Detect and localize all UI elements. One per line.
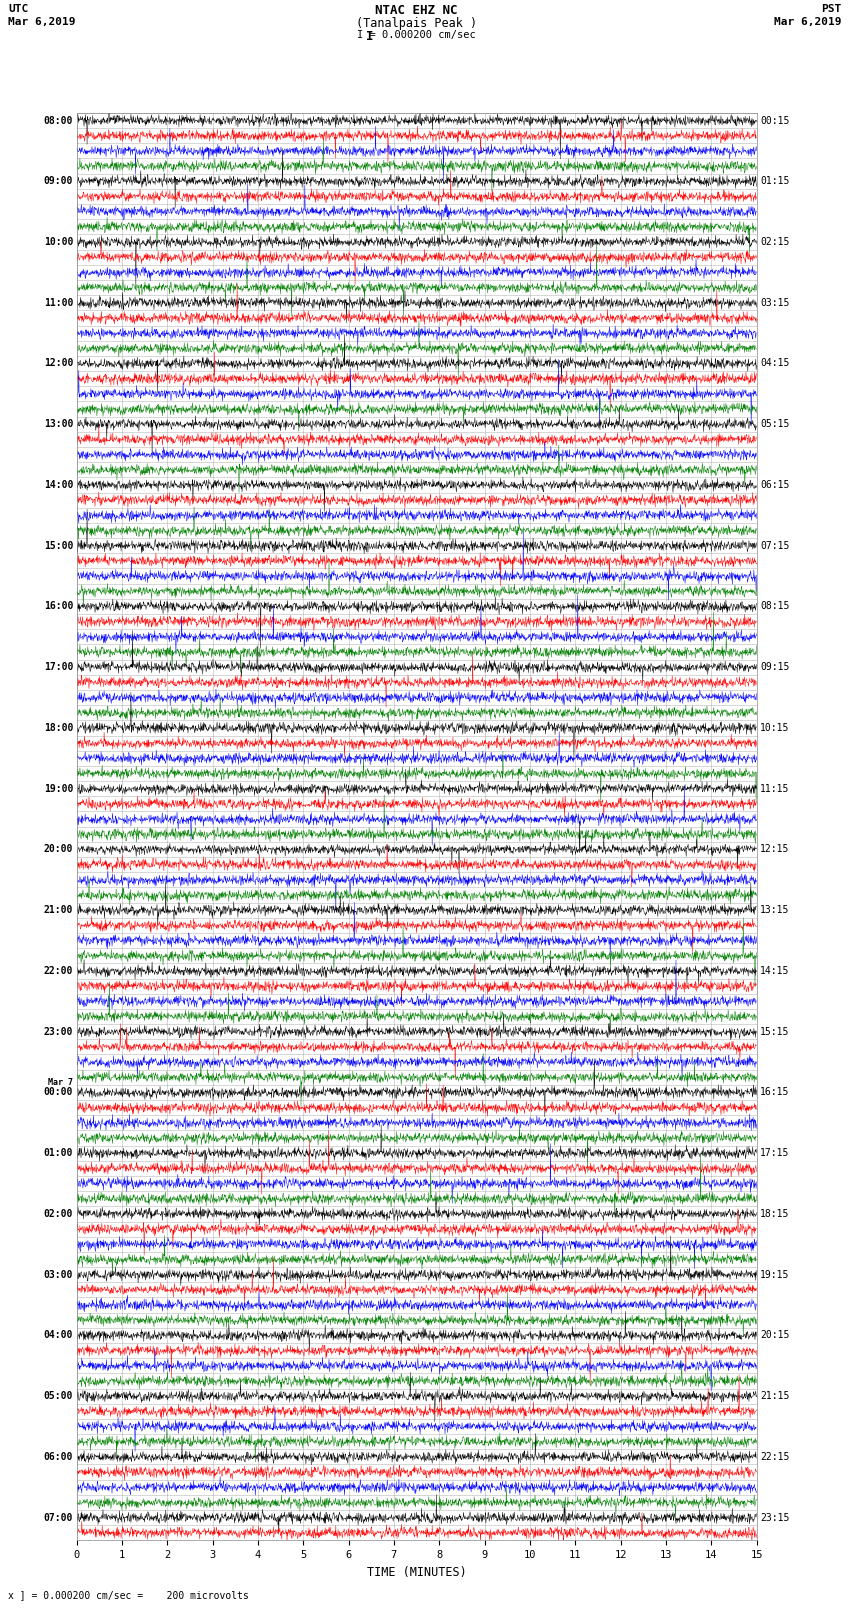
Text: 13:00: 13:00: [43, 419, 73, 429]
Text: 05:00: 05:00: [43, 1390, 73, 1402]
Text: NTAC EHZ NC: NTAC EHZ NC: [375, 5, 458, 18]
Text: 17:00: 17:00: [43, 663, 73, 673]
Text: 06:15: 06:15: [760, 481, 790, 490]
Text: x ] = 0.000200 cm/sec =    200 microvolts: x ] = 0.000200 cm/sec = 200 microvolts: [8, 1590, 249, 1600]
Text: 12:15: 12:15: [760, 845, 790, 855]
Text: 03:00: 03:00: [43, 1269, 73, 1279]
Text: 02:15: 02:15: [760, 237, 790, 247]
Text: 01:15: 01:15: [760, 176, 790, 185]
Text: 15:00: 15:00: [43, 540, 73, 550]
Text: 23:15: 23:15: [760, 1513, 790, 1523]
Text: 12:00: 12:00: [43, 358, 73, 368]
Text: 16:15: 16:15: [760, 1087, 790, 1097]
Text: 20:15: 20:15: [760, 1331, 790, 1340]
Text: 01:00: 01:00: [43, 1148, 73, 1158]
Text: I = 0.000200 cm/sec: I = 0.000200 cm/sec: [357, 31, 476, 40]
Text: Mar 7: Mar 7: [48, 1077, 73, 1087]
Text: 11:00: 11:00: [43, 298, 73, 308]
Text: 13:15: 13:15: [760, 905, 790, 915]
Text: 04:00: 04:00: [43, 1331, 73, 1340]
Text: I: I: [366, 31, 373, 44]
Text: 15:15: 15:15: [760, 1027, 790, 1037]
Text: PST: PST: [821, 5, 842, 15]
Text: 10:15: 10:15: [760, 723, 790, 732]
Text: 22:00: 22:00: [43, 966, 73, 976]
Text: 05:15: 05:15: [760, 419, 790, 429]
Text: 21:00: 21:00: [43, 905, 73, 915]
Text: 10:00: 10:00: [43, 237, 73, 247]
Text: 07:00: 07:00: [43, 1513, 73, 1523]
Text: 07:15: 07:15: [760, 540, 790, 550]
Text: 19:00: 19:00: [43, 784, 73, 794]
Text: 16:00: 16:00: [43, 602, 73, 611]
Text: 14:00: 14:00: [43, 481, 73, 490]
Text: 00:15: 00:15: [760, 116, 790, 126]
Text: 09:15: 09:15: [760, 663, 790, 673]
Text: 03:15: 03:15: [760, 298, 790, 308]
Text: 14:15: 14:15: [760, 966, 790, 976]
Text: Mar 6,2019: Mar 6,2019: [774, 18, 842, 27]
X-axis label: TIME (MINUTES): TIME (MINUTES): [366, 1566, 467, 1579]
Text: 08:00: 08:00: [43, 116, 73, 126]
Text: 09:00: 09:00: [43, 176, 73, 185]
Text: Mar 6,2019: Mar 6,2019: [8, 18, 76, 27]
Text: 04:15: 04:15: [760, 358, 790, 368]
Text: 17:15: 17:15: [760, 1148, 790, 1158]
Text: UTC: UTC: [8, 5, 29, 15]
Text: 19:15: 19:15: [760, 1269, 790, 1279]
Text: 00:00: 00:00: [43, 1087, 73, 1097]
Text: 21:15: 21:15: [760, 1390, 790, 1402]
Text: (Tanalpais Peak ): (Tanalpais Peak ): [356, 18, 477, 31]
Text: 23:00: 23:00: [43, 1027, 73, 1037]
Text: 22:15: 22:15: [760, 1452, 790, 1461]
Text: 18:15: 18:15: [760, 1208, 790, 1219]
Text: 06:00: 06:00: [43, 1452, 73, 1461]
Text: 02:00: 02:00: [43, 1208, 73, 1219]
Text: 08:15: 08:15: [760, 602, 790, 611]
Text: 11:15: 11:15: [760, 784, 790, 794]
Text: 20:00: 20:00: [43, 845, 73, 855]
Text: 18:00: 18:00: [43, 723, 73, 732]
